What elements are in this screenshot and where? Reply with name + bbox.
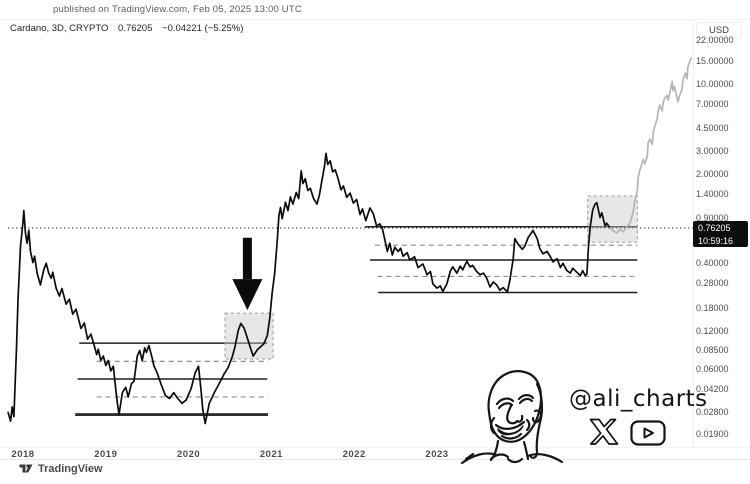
time-axis-label: 2023 [425,449,449,460]
time-axis-label: 2021 [259,449,283,460]
banner-divider [0,19,750,20]
price-axis-label: 7.00000 [696,98,729,109]
time-axis-label: 2020 [177,449,201,460]
legend-last-price: 0.76205 [118,23,153,34]
watermark-handle: @ali_charts [569,386,708,412]
price-history-line [7,152,611,425]
price-axis-label: 3.00000 [696,145,729,156]
price-axis-label: 4.50000 [696,123,729,134]
price-axis-label: 0.04200 [696,384,729,395]
price-axis-label: 0.08500 [696,344,729,355]
ali-face-sketch [460,370,564,465]
price-axis-label: 0.02800 [696,407,729,417]
legend-change: −0.04221 (−5.25%) [162,23,244,34]
price-axis-label: 0.40000 [696,258,729,269]
price-axis-label: 22.00000 [696,34,734,45]
price-axis-label: 0.90000 [696,213,729,224]
price-axis-label: 0.06000 [696,364,729,375]
tradingview-attribution[interactable]: TradingView [19,462,103,475]
time-axis-label: 2019 [94,449,118,460]
price-axis-label: 0.12000 [696,325,729,336]
youtube-icon [630,420,666,446]
price-axis-label: 15.00000 [696,56,734,67]
projected-price-line [609,57,693,234]
time-axis-label: 2018 [11,449,35,460]
time-axis-label: 2022 [342,449,366,460]
symbol-title: Cardano, 3D, CRYPTO [10,23,109,34]
down-arrow-annotation [242,237,252,280]
price-axis-label: 1.40000 [696,188,729,199]
breakout-highlight-box [224,312,274,360]
currency-toggle[interactable]: USD [696,22,742,39]
current-price-tag: 0.76205 10:59:16 [693,221,748,247]
bar-close-countdown: 10:59:16 [698,235,734,246]
tradingview-logo-icon [19,464,33,473]
attribution-divider [0,459,750,460]
price-axis-label: 0.28000 [696,278,729,289]
price-axis-label: 10.00000 [696,78,734,89]
price-axis-label: 0.18000 [696,303,729,314]
x-twitter-icon [589,418,619,445]
symbol-legend: Cardano, 3D, CRYPTO 0.76205 −0.04221 (−5… [10,23,250,34]
price-axis-label: 2.00000 [696,168,729,179]
down-arrow-head [232,279,263,311]
tradingview-label: TradingView [38,462,103,475]
price-axis-label: 0.01900 [696,428,729,439]
time-axis-divider [0,447,750,448]
current-price-value: 0.76205 [698,223,731,233]
published-caption: published on TradingView.com, Feb 05, 20… [53,4,302,15]
